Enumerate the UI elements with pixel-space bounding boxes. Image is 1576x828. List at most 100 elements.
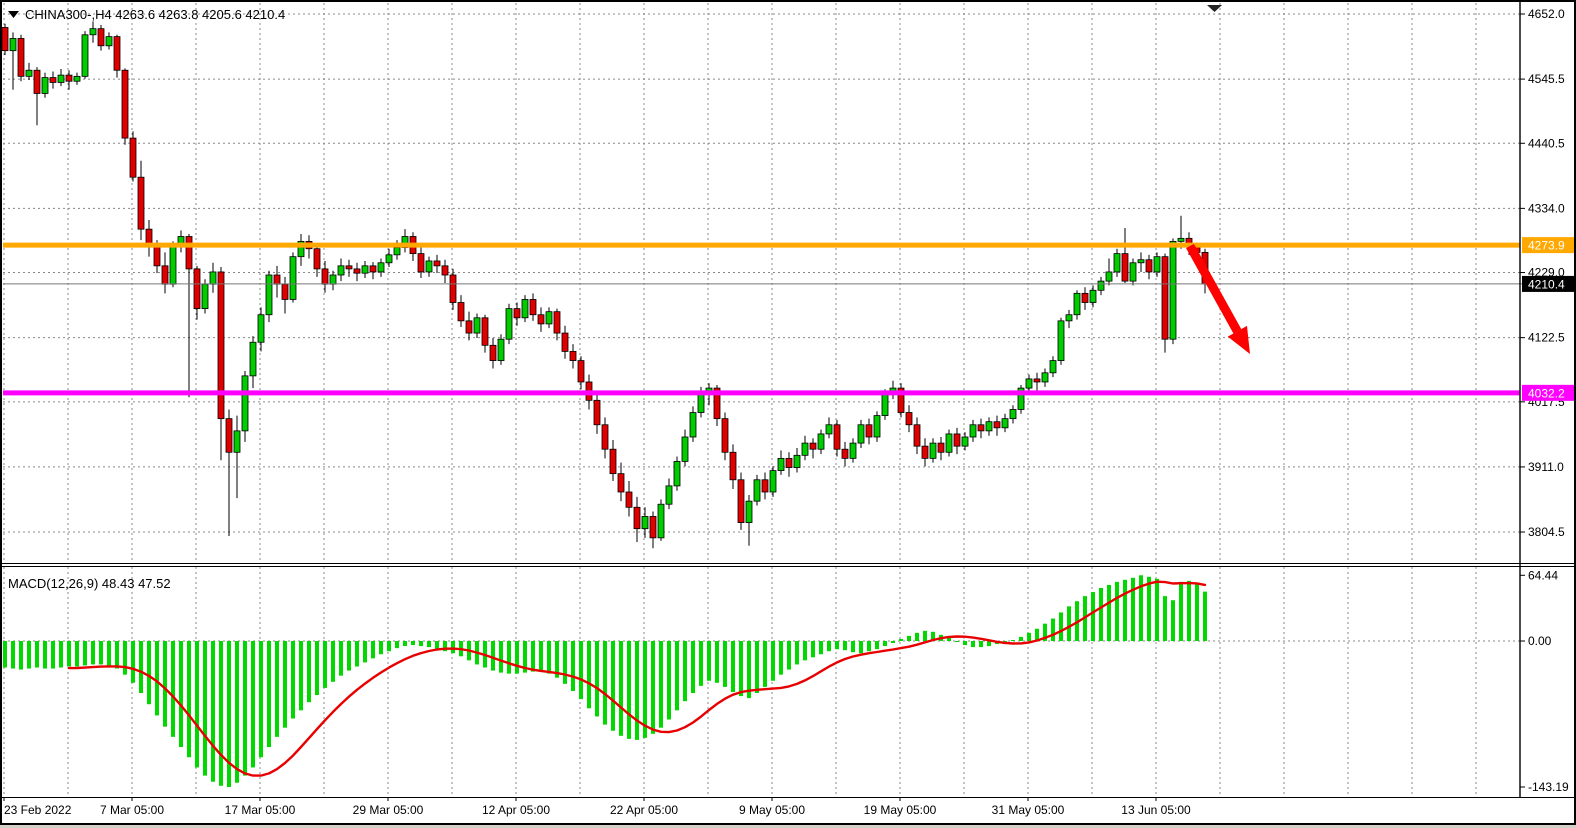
candle-down (865, 424, 873, 438)
candle-down (321, 268, 329, 285)
candle-down (569, 351, 577, 361)
macd-histogram-bar (83, 641, 87, 666)
macd-histogram-bar (1123, 579, 1127, 641)
candle-down (633, 506, 641, 530)
macd-histogram-bar (1203, 591, 1207, 641)
symbol-dropdown-icon[interactable] (8, 11, 19, 18)
candle-up (209, 271, 217, 285)
macd-histogram-bar (1187, 580, 1191, 641)
macd-histogram-bar (1147, 576, 1151, 641)
macd-histogram-bar (699, 641, 703, 686)
candle-down (185, 236, 193, 270)
candle-down (273, 274, 281, 285)
candle-down (113, 36, 121, 71)
candle-down (441, 265, 449, 276)
candle-up (201, 283, 209, 310)
macd-histogram-bar (787, 641, 791, 670)
price-badge (1522, 275, 1574, 292)
macd-histogram-bar (611, 641, 615, 731)
macd-histogram-bar (195, 641, 199, 768)
time-tick-label: 23 Feb 2022 (4, 803, 72, 817)
macd-histogram-bar (803, 641, 807, 661)
arrow-shaft (1186, 243, 1242, 334)
macd-histogram-bar (867, 641, 871, 652)
chart-shift-marker-icon[interactable] (1207, 5, 1222, 12)
macd-histogram-bar (1139, 575, 1143, 641)
candle-down (897, 387, 905, 413)
macd-histogram-bar (427, 641, 431, 648)
macd-tick-label: 0.00 (1528, 634, 1552, 648)
macd-histogram-bar (795, 641, 799, 665)
macd-histogram-bar (387, 641, 391, 652)
macd-histogram-bar (339, 641, 343, 676)
candle-up (1177, 237, 1185, 242)
macd-histogram-bar (243, 641, 247, 776)
candle-down (121, 69, 129, 139)
candle-up (801, 442, 809, 456)
macd-histogram-bar (779, 641, 783, 675)
macd-histogram-bar (1195, 582, 1199, 641)
candle-down (921, 445, 929, 459)
candle-up (1009, 409, 1017, 420)
macd-histogram-bar (539, 641, 543, 672)
price-badge (1522, 237, 1574, 254)
macd-histogram-bar (331, 641, 335, 682)
candle-down (577, 360, 585, 383)
candle-down (1161, 256, 1169, 340)
macd-histogram-bar (155, 641, 159, 716)
price-tick-label: 3804.5 (1528, 525, 1565, 539)
candle-down (433, 260, 441, 267)
candle-up (1129, 262, 1137, 282)
price-tick-label: 4440.5 (1528, 136, 1565, 150)
price-tick-label: 4652.0 (1528, 7, 1565, 21)
candle-down (625, 491, 633, 508)
macd-histogram-bar (1035, 628, 1039, 641)
candle-up (1001, 418, 1009, 429)
candle-down (65, 74, 73, 82)
macd-histogram-bar (1107, 584, 1111, 641)
macd-histogram-bar (515, 641, 519, 674)
candle-up (545, 311, 553, 325)
candle-down (833, 424, 841, 450)
price-tick-label: 4122.5 (1528, 331, 1565, 345)
candle-down (1081, 292, 1089, 303)
time-tick-label: 19 May 05:00 (864, 803, 937, 817)
macd-histogram-bar (683, 641, 687, 702)
candle-up (1113, 253, 1121, 273)
macd-histogram-bar (555, 641, 559, 678)
candle-up (641, 516, 649, 530)
macd-histogram-bar (91, 641, 95, 665)
candle-down (193, 268, 201, 310)
candle-down (1121, 253, 1129, 282)
arrow-head (1227, 325, 1250, 354)
macd-histogram-bar (67, 641, 71, 667)
macd-histogram-bar (43, 641, 47, 669)
macd-histogram-bar (211, 641, 215, 782)
macd-tick-label: 64.44 (1528, 568, 1558, 582)
macd-histogram-bar (739, 641, 743, 697)
trend-arrow[interactable] (1186, 243, 1250, 354)
macd-histogram-bar (75, 641, 79, 667)
macd-histogram-bar (715, 641, 719, 683)
candle-up (233, 430, 241, 453)
macd-histogram-bar (371, 641, 375, 659)
macd-histogram-bar (907, 635, 911, 641)
macd-histogram-bar (411, 641, 415, 646)
macd-histogram-bar (139, 641, 143, 694)
candle-down (161, 265, 169, 285)
macd-histogram-bar (547, 641, 551, 674)
macd-histogram-bar (419, 641, 423, 647)
macd-histogram-bar (59, 641, 63, 668)
macd-histogram-bar (27, 641, 31, 669)
macd-histogram-bar (275, 641, 279, 737)
candle-up (337, 265, 345, 276)
candle-down (601, 424, 609, 450)
candle-up (361, 265, 369, 274)
macd-histogram-bar (491, 641, 495, 671)
macd-histogram-bar (307, 641, 311, 703)
candle-up (929, 442, 937, 459)
candle-up (657, 503, 665, 539)
candle-down (993, 421, 1001, 429)
